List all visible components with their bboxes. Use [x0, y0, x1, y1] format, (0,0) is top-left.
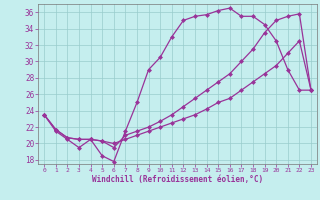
X-axis label: Windchill (Refroidissement éolien,°C): Windchill (Refroidissement éolien,°C) — [92, 175, 263, 184]
